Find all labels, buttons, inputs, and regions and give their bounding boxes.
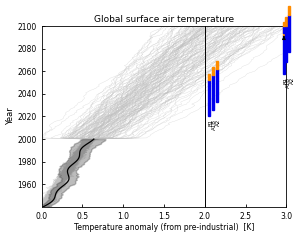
Bar — [216, 61, 218, 69]
Bar — [288, 15, 290, 52]
Text: B1: B1 — [283, 77, 288, 84]
Text: A1B: A1B — [286, 77, 291, 88]
Text: A2: A2 — [290, 77, 295, 84]
Bar — [283, 26, 285, 33]
Text: A1B: A1B — [212, 119, 217, 130]
Text: A2: A2 — [216, 119, 221, 126]
Text: B1: B1 — [208, 119, 213, 126]
Bar — [212, 75, 214, 110]
Bar — [283, 22, 285, 26]
Bar — [208, 80, 210, 116]
Bar — [212, 67, 214, 75]
Y-axis label: Year: Year — [6, 108, 15, 125]
Bar — [216, 69, 218, 102]
Title: Global surface air temperature: Global surface air temperature — [94, 15, 234, 24]
Bar — [288, 6, 290, 15]
Bar — [208, 74, 210, 80]
Bar — [283, 35, 285, 74]
Bar — [285, 17, 287, 26]
Bar — [285, 26, 287, 62]
Bar — [283, 26, 285, 35]
X-axis label: Temperature anomaly (from pre-industrial)  [K]: Temperature anomaly (from pre-industrial… — [74, 223, 254, 233]
